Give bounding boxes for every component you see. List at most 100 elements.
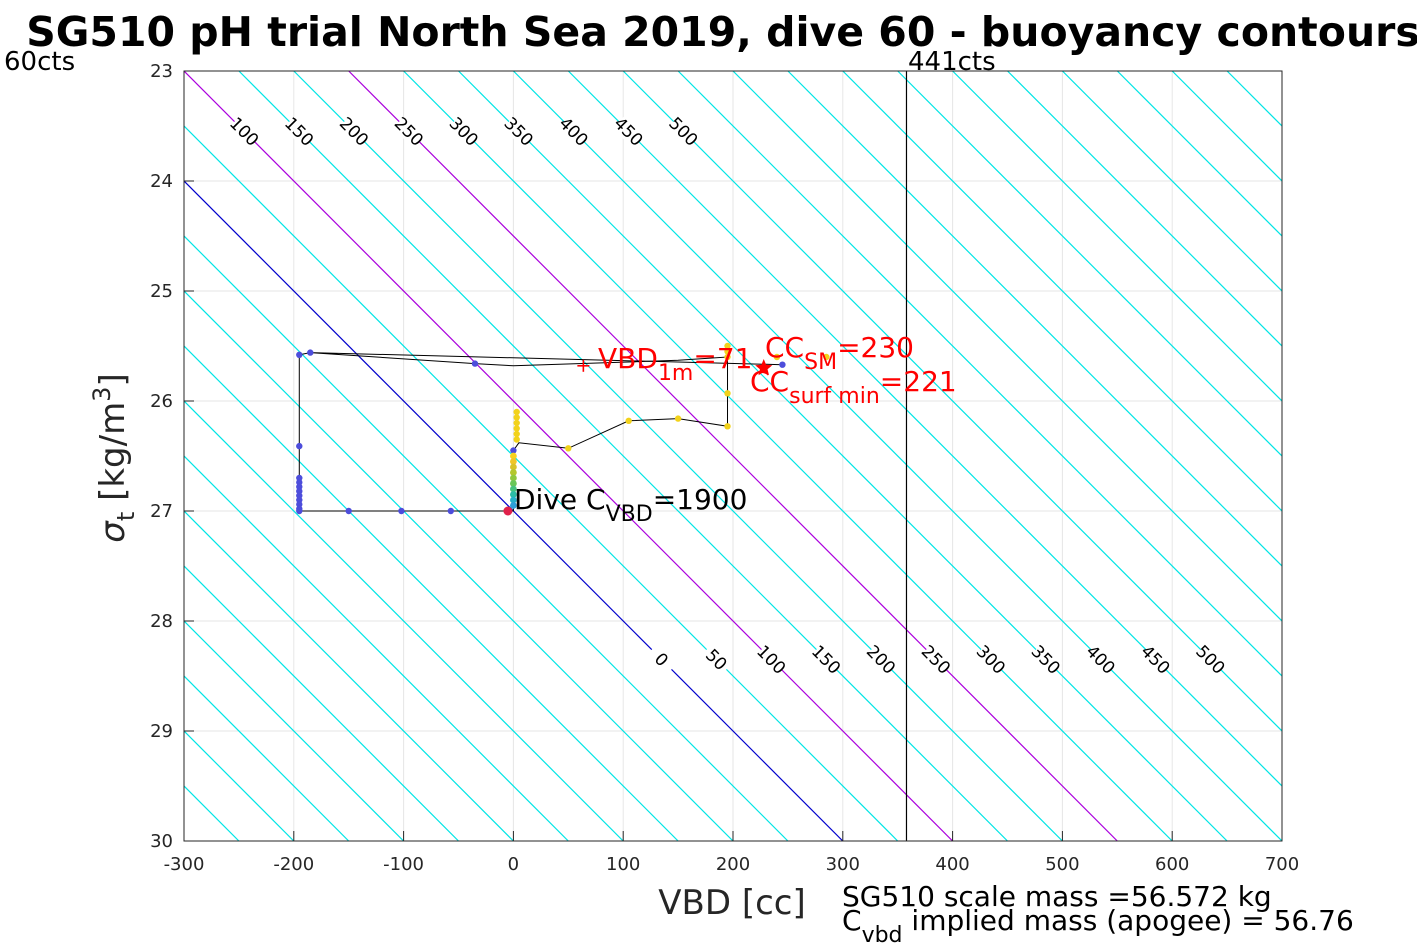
contour-line xyxy=(184,620,405,841)
dive-point-gradient xyxy=(510,491,517,498)
contour-label: 100 xyxy=(225,114,262,151)
dive-point-blue xyxy=(779,361,786,368)
dive-point-blue xyxy=(296,496,303,504)
dive-point-blue xyxy=(510,447,517,454)
contour-label-bg xyxy=(919,643,953,676)
dive-point-blue xyxy=(345,507,352,515)
contour-line xyxy=(1007,71,1282,347)
x-tick-label: 700 xyxy=(1265,854,1299,875)
contour-label-bg xyxy=(864,643,898,676)
dive-trajectory-line xyxy=(298,352,783,512)
dive-point-yellow xyxy=(724,353,731,361)
dive-point-yellow xyxy=(513,408,520,416)
axis-ticks: -300 -200 -100 0 100 200 300 400 500 600 700 23 24 25… xyxy=(150,61,1299,875)
dive-points xyxy=(296,342,830,516)
dive-point-yellow xyxy=(513,430,520,438)
contour-line xyxy=(1171,71,1282,182)
y-tick-label: 30 xyxy=(150,831,173,852)
x-tick-label: 0 xyxy=(508,854,519,875)
contour-line xyxy=(238,71,1008,841)
dive-trajectory xyxy=(298,352,783,512)
dive-point-gradient xyxy=(510,496,517,504)
dive-point-blue xyxy=(296,507,303,515)
contour-line xyxy=(952,71,1282,402)
implied-mass-label: Cvbd implied mass (apogee) = 56.76 xyxy=(842,904,1354,945)
left-count-label: 60cts xyxy=(4,47,75,77)
contour-line xyxy=(348,71,1118,841)
y-tick-label: 28 xyxy=(150,611,173,632)
contour-label-bg xyxy=(392,115,426,148)
x-axis-label: VBD [cc] xyxy=(658,883,806,923)
contour-line xyxy=(184,180,844,841)
y-tick-label: 26 xyxy=(150,391,173,412)
contour-line xyxy=(184,455,569,841)
contour-label-bg xyxy=(700,643,733,676)
contour-label: 200 xyxy=(335,114,372,151)
dive-cvbd-point xyxy=(503,506,513,516)
contour-label: 350 xyxy=(500,114,537,151)
contour-line xyxy=(732,71,1282,622)
contour-line xyxy=(677,71,1282,677)
y-tick-label: 23 xyxy=(150,61,173,82)
contour-line xyxy=(1116,71,1282,237)
contour-label-bg xyxy=(447,115,481,148)
cc-sm-star-marker xyxy=(755,359,773,376)
contour-label: 150 xyxy=(807,642,844,679)
dive-point-blue xyxy=(471,360,479,367)
x-tick-label: 200 xyxy=(716,854,750,875)
dive-point-blue xyxy=(307,349,314,356)
contour-label: 200 xyxy=(862,642,899,679)
dive-point-gradient xyxy=(510,480,517,487)
contour-label: 50 xyxy=(701,645,730,674)
dive-point-blue xyxy=(296,492,303,499)
contour-label: 300 xyxy=(445,114,482,151)
dive-cvbd-label: Dive CVBD=1900 xyxy=(514,483,747,527)
contour-label: 250 xyxy=(390,114,427,151)
contour-label-bg xyxy=(1194,643,1227,676)
contour-label-bg xyxy=(502,115,536,148)
contour-label-bg xyxy=(810,643,843,676)
contour-label: 500 xyxy=(664,114,701,151)
dive-point-yellow xyxy=(513,436,520,443)
y-tick-label: 27 xyxy=(150,501,173,522)
x-tick-label: -300 xyxy=(164,854,205,875)
dive-point-yellow xyxy=(513,425,520,432)
contour-label-bg xyxy=(612,115,645,148)
dive-point-gradient xyxy=(510,485,517,493)
dive-point-blue xyxy=(296,474,303,482)
contour-line xyxy=(403,71,1173,841)
x-tick-label: 100 xyxy=(606,854,640,875)
contour-line xyxy=(842,71,1282,512)
contour-line xyxy=(293,71,1063,841)
dive-point-gradient xyxy=(510,463,517,471)
y-axis-label: σt [kg/m3] xyxy=(88,373,140,542)
contour-line xyxy=(184,510,514,841)
contour-label-bg xyxy=(667,115,700,148)
dive-point-gradient xyxy=(510,474,517,482)
dive-point-blue xyxy=(296,483,303,490)
contour-line xyxy=(184,345,679,841)
contour-label-bg xyxy=(1029,643,1063,676)
dive-point-blue xyxy=(296,351,303,358)
contour-line xyxy=(184,290,734,841)
y-tick-label: 24 xyxy=(150,171,173,192)
right-count-label: 441cts xyxy=(908,47,996,77)
contour-line xyxy=(897,71,1282,457)
contour-line xyxy=(184,675,350,841)
dive-point-yellow xyxy=(773,353,781,361)
contour-line xyxy=(184,565,459,841)
contour-label: 450 xyxy=(609,114,646,151)
contour-label-bg xyxy=(283,115,316,148)
contour-line xyxy=(1061,71,1282,292)
dive-point-yellow xyxy=(513,419,520,427)
dive-point-yellow xyxy=(724,390,731,397)
dive-point-blue xyxy=(447,507,455,515)
buoyancy-contours xyxy=(184,71,1282,841)
contour-line xyxy=(787,71,1282,567)
dive-point-blue xyxy=(296,479,303,486)
contour-label: 100 xyxy=(752,642,789,679)
y-tick-label: 29 xyxy=(150,721,173,742)
vbd-1m-label: VBD1m=71 xyxy=(598,342,752,386)
dive-point-blue xyxy=(398,507,405,515)
